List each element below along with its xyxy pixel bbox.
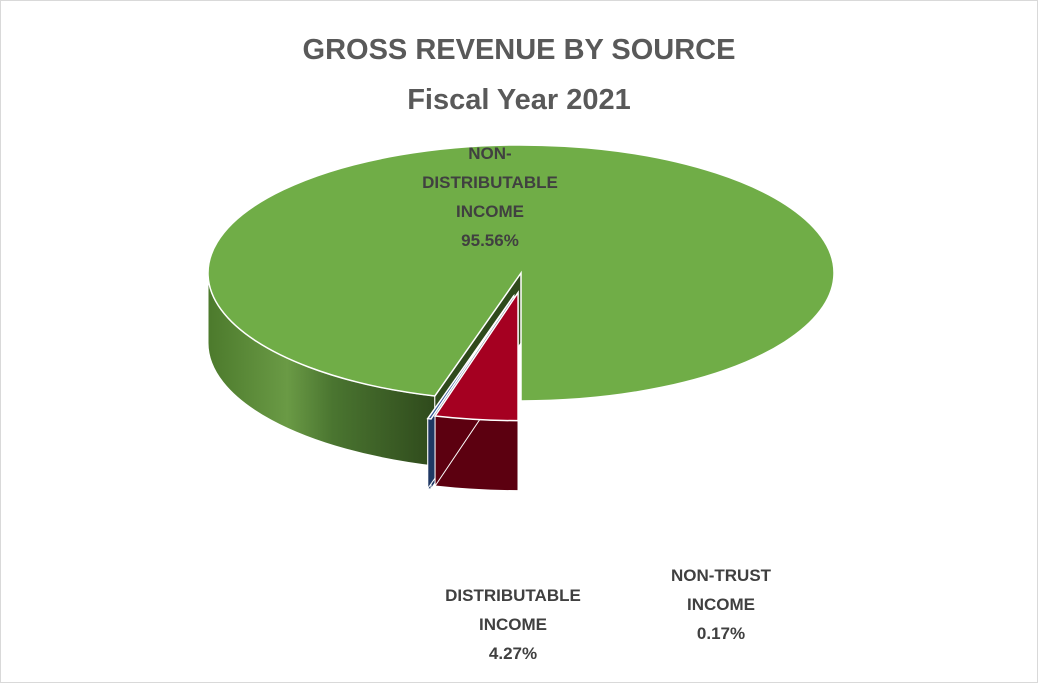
data-label-category: NON- bbox=[468, 144, 511, 163]
data-label-category: INCOME bbox=[479, 615, 547, 634]
data-label: DISTRIBUTABLE INCOME 4.27% bbox=[445, 586, 581, 663]
slices-layer bbox=[207, 144, 835, 492]
data-label-value: 95.56% bbox=[461, 231, 519, 250]
labels-layer: NON- DISTRIBUTABLE INCOME 95.56% DISTRIBUTAB… bbox=[422, 144, 772, 663]
data-label-category: INCOME bbox=[687, 595, 755, 614]
data-label: NON- DISTRIBUTABLE INCOME 95.56% bbox=[422, 144, 558, 250]
data-label-category: NON-TRUST bbox=[671, 566, 772, 585]
data-label-category: DISTRIBUTABLE bbox=[445, 586, 581, 605]
data-label-category: INCOME bbox=[456, 202, 524, 221]
slice-top bbox=[426, 295, 515, 420]
slice-top bbox=[207, 144, 835, 402]
data-label-value: 4.27% bbox=[489, 644, 537, 663]
pie-slice bbox=[207, 144, 835, 471]
slice-top bbox=[433, 290, 519, 422]
data-label-value: 0.17% bbox=[697, 624, 745, 643]
chart-title: GROSS REVENUE BY SOURCE bbox=[303, 34, 736, 66]
data-label-category: DISTRIBUTABLE bbox=[422, 173, 558, 192]
pie-slice bbox=[433, 290, 519, 492]
data-label: NON-TRUST INCOME 0.17% bbox=[671, 566, 772, 643]
chart-subtitle: Fiscal Year 2021 bbox=[407, 84, 631, 116]
